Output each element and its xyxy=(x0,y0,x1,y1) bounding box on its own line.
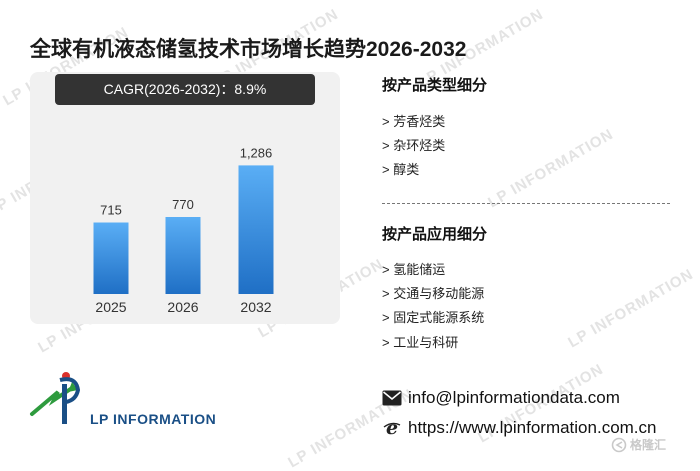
list-item: > 工业与科研 xyxy=(382,334,459,350)
bar-2025 xyxy=(93,222,129,294)
website-link[interactable]: https://www.lpinformation.com.cn xyxy=(408,418,657,437)
corner-watermark-text: 格隆汇 xyxy=(630,438,667,452)
segments-panel: 按产品类型细分 > 芳香烃类 > 杂环烃类 > 醇类 按产品应用细分 > 氢能储… xyxy=(382,0,682,461)
x-tick-label: 2032 xyxy=(240,299,271,315)
chart-panel: 715 2025 770 2026 1,286 2032 xyxy=(30,72,340,324)
browser-e-icon: e xyxy=(382,418,402,438)
section-divider xyxy=(382,203,670,204)
lp-information-logo-icon xyxy=(30,372,81,424)
website-row: e https://www.lpinformation.com.cn xyxy=(382,418,656,438)
list-item: > 固定式能源系统 xyxy=(382,310,485,326)
application-segment-heading: 按产品应用细分 xyxy=(382,226,488,243)
corner-watermark: 格隆汇 xyxy=(611,436,666,453)
envelope-icon xyxy=(382,388,402,408)
logo-text: LP INFORMATION xyxy=(90,411,217,427)
list-item: > 交通与移动能源 xyxy=(382,286,485,302)
cagr-badge: CAGR(2026-2032)：8.9% xyxy=(55,74,315,105)
page-title: 全球有机液态储氢技术市场增长趋势2026-2032 xyxy=(30,38,467,61)
list-item: > 芳香烃类 xyxy=(382,114,446,129)
list-item: > 杂环烃类 xyxy=(382,138,446,154)
data-label: 715 xyxy=(100,203,122,218)
x-tick-label: 2026 xyxy=(167,299,198,315)
data-label: 1,286 xyxy=(240,145,273,160)
application-segment-list: > 氢能储运 > 交通与移动能源 > 固定式能源系统 > 工业与科研 xyxy=(382,258,484,355)
email-link[interactable]: info@lpinformationdata.com xyxy=(408,388,620,407)
email-row: info@lpinformationdata.com xyxy=(382,388,620,408)
list-item: > 醇类 xyxy=(382,162,420,178)
x-tick-label: 2025 xyxy=(95,299,126,315)
bar-2026 xyxy=(165,217,201,294)
type-segment-heading: 按产品类型细分 xyxy=(382,77,488,94)
data-label: 770 xyxy=(172,197,194,212)
svg-text:e: e xyxy=(386,418,398,438)
corner-logo-icon xyxy=(611,437,627,452)
bar-chart: 715 2025 770 2026 1,286 2032 xyxy=(93,145,274,315)
type-segment-list: > 芳香烃类 > 杂环烃类 > 醇类 xyxy=(382,110,445,183)
bar-2032 xyxy=(238,165,274,294)
lp-information-logo: LP INFORMATION xyxy=(28,370,216,434)
list-item: > 氢能储运 xyxy=(382,262,446,277)
